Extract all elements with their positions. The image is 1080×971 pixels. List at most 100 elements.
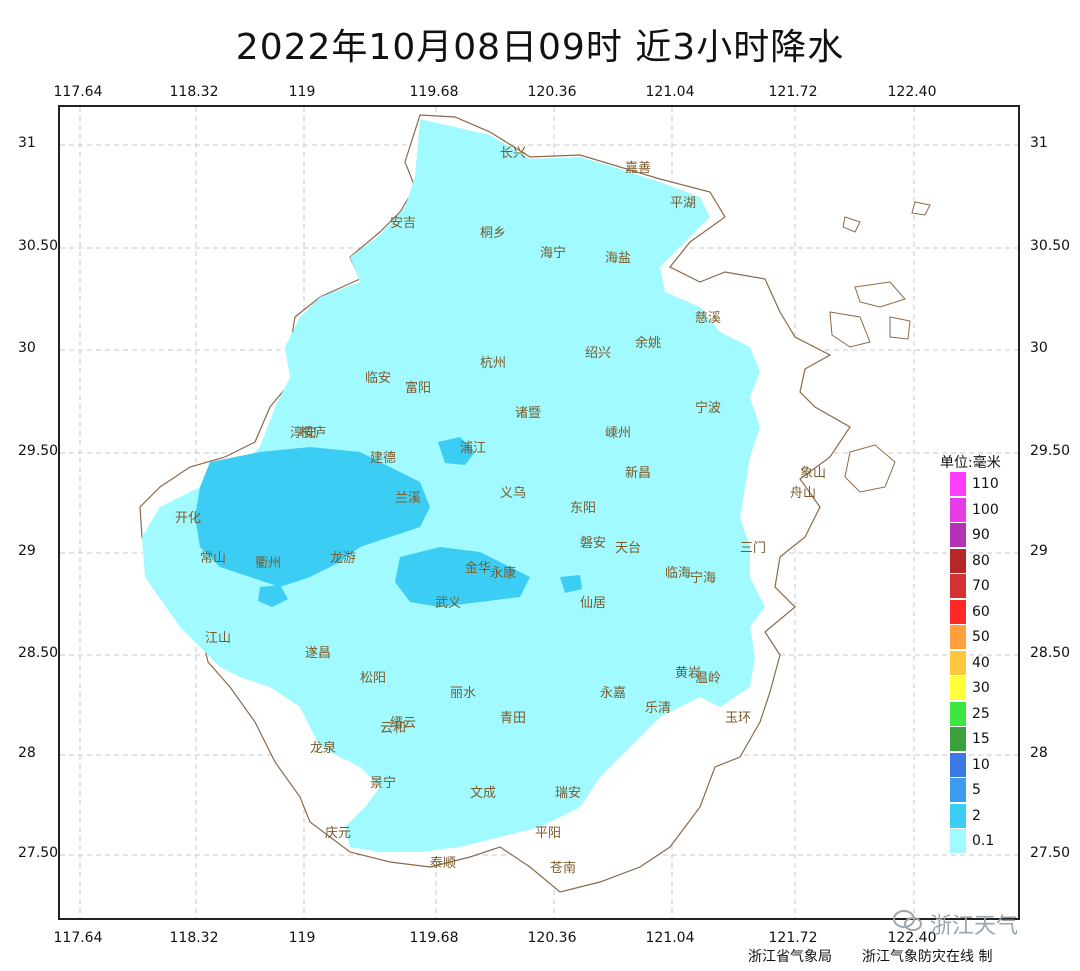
place-label: 平阳 — [535, 826, 561, 841]
lat-tick-left: 28 — [18, 745, 36, 761]
lon-tick-top: 120.36 — [527, 84, 577, 100]
place-label: 玉环 — [725, 711, 751, 726]
footer-source: 浙江省气象局 — [748, 949, 832, 965]
legend-swatch — [950, 650, 966, 675]
lat-tick-right: 28.50 — [1030, 645, 1071, 661]
place-label: 临安 — [365, 371, 391, 386]
place-label: 杭州 — [480, 356, 506, 371]
lon-tick-bottom: 121.72 — [768, 930, 818, 946]
place-label: 象山 — [800, 466, 826, 481]
place-label: 余姚 — [635, 335, 661, 351]
legend-unit: 单位:毫米 — [940, 455, 1001, 471]
place-label: 常山 — [200, 551, 226, 566]
place-label: 江山 — [205, 631, 231, 646]
legend-label: 10 — [972, 756, 990, 773]
legend-label: 30 — [972, 680, 990, 696]
place-label: 浦江 — [460, 441, 486, 456]
place-label: 庆元 — [325, 826, 351, 841]
lat-tick-left: 29 — [18, 543, 36, 559]
place-label: 衢州 — [255, 556, 281, 571]
place-label: 永嘉 — [600, 686, 626, 701]
legend-swatch — [950, 472, 966, 496]
island-1 — [844, 444, 896, 493]
legend-swatch — [950, 752, 966, 777]
legend-label: 25 — [972, 705, 990, 722]
island-4 — [889, 316, 911, 340]
place-label: 缙云 — [390, 716, 416, 731]
place-label: 瑞安 — [555, 786, 581, 801]
lat-tick-right: 29.50 — [1030, 443, 1071, 459]
legend-swatch — [950, 574, 966, 598]
lon-tick-top: 119 — [288, 84, 316, 100]
legend-label: 40 — [972, 654, 990, 671]
rain-area-0.1 — [142, 119, 765, 852]
rain-area-2b — [395, 547, 530, 607]
lon-tick-bottom: 119 — [288, 930, 316, 946]
precipitation-legend: 单位:毫米 110 100 90 80 70 60 50 40 30 25 15 10 5 2 0.1 — [940, 452, 1001, 853]
legend-label: 100 — [972, 501, 999, 518]
place-label: 仙居 — [580, 596, 606, 611]
wechat-icon — [893, 909, 923, 933]
lat-tick-left: 30 — [18, 340, 36, 356]
lon-tick-top: 121.72 — [768, 84, 818, 100]
lat-tick-right: 30.50 — [1030, 238, 1071, 254]
lon-tick-top: 122.40 — [887, 84, 937, 100]
place-label: 义乌 — [500, 485, 526, 501]
place-label: 兰溪 — [395, 491, 421, 506]
lat-tick-right: 28 — [1030, 745, 1048, 761]
legend-swatch — [950, 523, 966, 547]
place-label: 武义 — [435, 596, 461, 611]
legend-swatch — [950, 778, 966, 802]
place-label: 诸暨 — [515, 406, 541, 421]
place-label: 温岭 — [695, 671, 721, 686]
lon-tick-bottom: 117.64 — [53, 930, 103, 946]
rain-area-2e — [560, 575, 582, 593]
place-label: 苍南 — [550, 860, 576, 876]
legend-swatch — [950, 829, 966, 853]
place-label: 乐清 — [645, 701, 671, 716]
footer-credit: 浙江气象防灾在线 制 — [862, 949, 993, 965]
map-title: 2022年10月08日09时 近3小时降水 — [235, 27, 845, 68]
place-label: 天台 — [615, 541, 641, 556]
place-label: 龙游 — [330, 551, 356, 566]
island-5 — [911, 201, 931, 216]
place-label: 磐安 — [580, 536, 606, 551]
legend-swatch — [950, 599, 966, 624]
legend-scale: 110 100 90 80 70 60 50 40 30 25 15 10 5 2 0.1 — [940, 472, 1030, 853]
place-label: 松阳 — [360, 671, 386, 686]
legend-label: 70 — [972, 578, 990, 594]
place-label: 平湖 — [670, 196, 696, 211]
lon-tick-top: 121.04 — [645, 84, 695, 100]
watermark: 浙江天气 — [930, 914, 1019, 939]
lat-tick-right: 31 — [1030, 135, 1048, 151]
legend-label: 80 — [972, 552, 990, 569]
legend-swatch — [950, 676, 966, 700]
lat-tick-left: 27.50 — [18, 845, 59, 861]
island-6 — [842, 216, 861, 233]
island-2 — [854, 281, 906, 308]
place-label: 海宁 — [540, 245, 566, 261]
place-label: 宁波 — [695, 400, 721, 416]
rain-area-2d — [258, 585, 288, 607]
lat-tick-left: 29.50 — [18, 443, 59, 459]
place-label: 新昌 — [625, 465, 651, 481]
legend-label: 15 — [972, 731, 990, 747]
lat-tick-right: 29 — [1030, 543, 1048, 559]
lon-tick-bottom: 120.36 — [527, 930, 577, 946]
place-label: 东阳 — [570, 501, 596, 516]
lat-tick-left: 30.50 — [18, 238, 59, 254]
place-label: 嘉善 — [625, 160, 651, 176]
place-label: 文成 — [470, 786, 496, 801]
place-label: 临海 — [665, 566, 691, 581]
place-label: 丽水 — [450, 686, 476, 701]
lon-tick-bottom: 122.40 — [887, 930, 937, 946]
legend-swatch — [950, 497, 966, 522]
rain-area-2 — [195, 447, 430, 587]
place-label: 云和 — [380, 721, 406, 736]
lon-tick-top: 119.68 — [409, 84, 459, 100]
place-label: 慈溪 — [695, 311, 721, 326]
place-label: 宁海 — [690, 570, 716, 586]
legend-label: 2 — [972, 807, 981, 824]
